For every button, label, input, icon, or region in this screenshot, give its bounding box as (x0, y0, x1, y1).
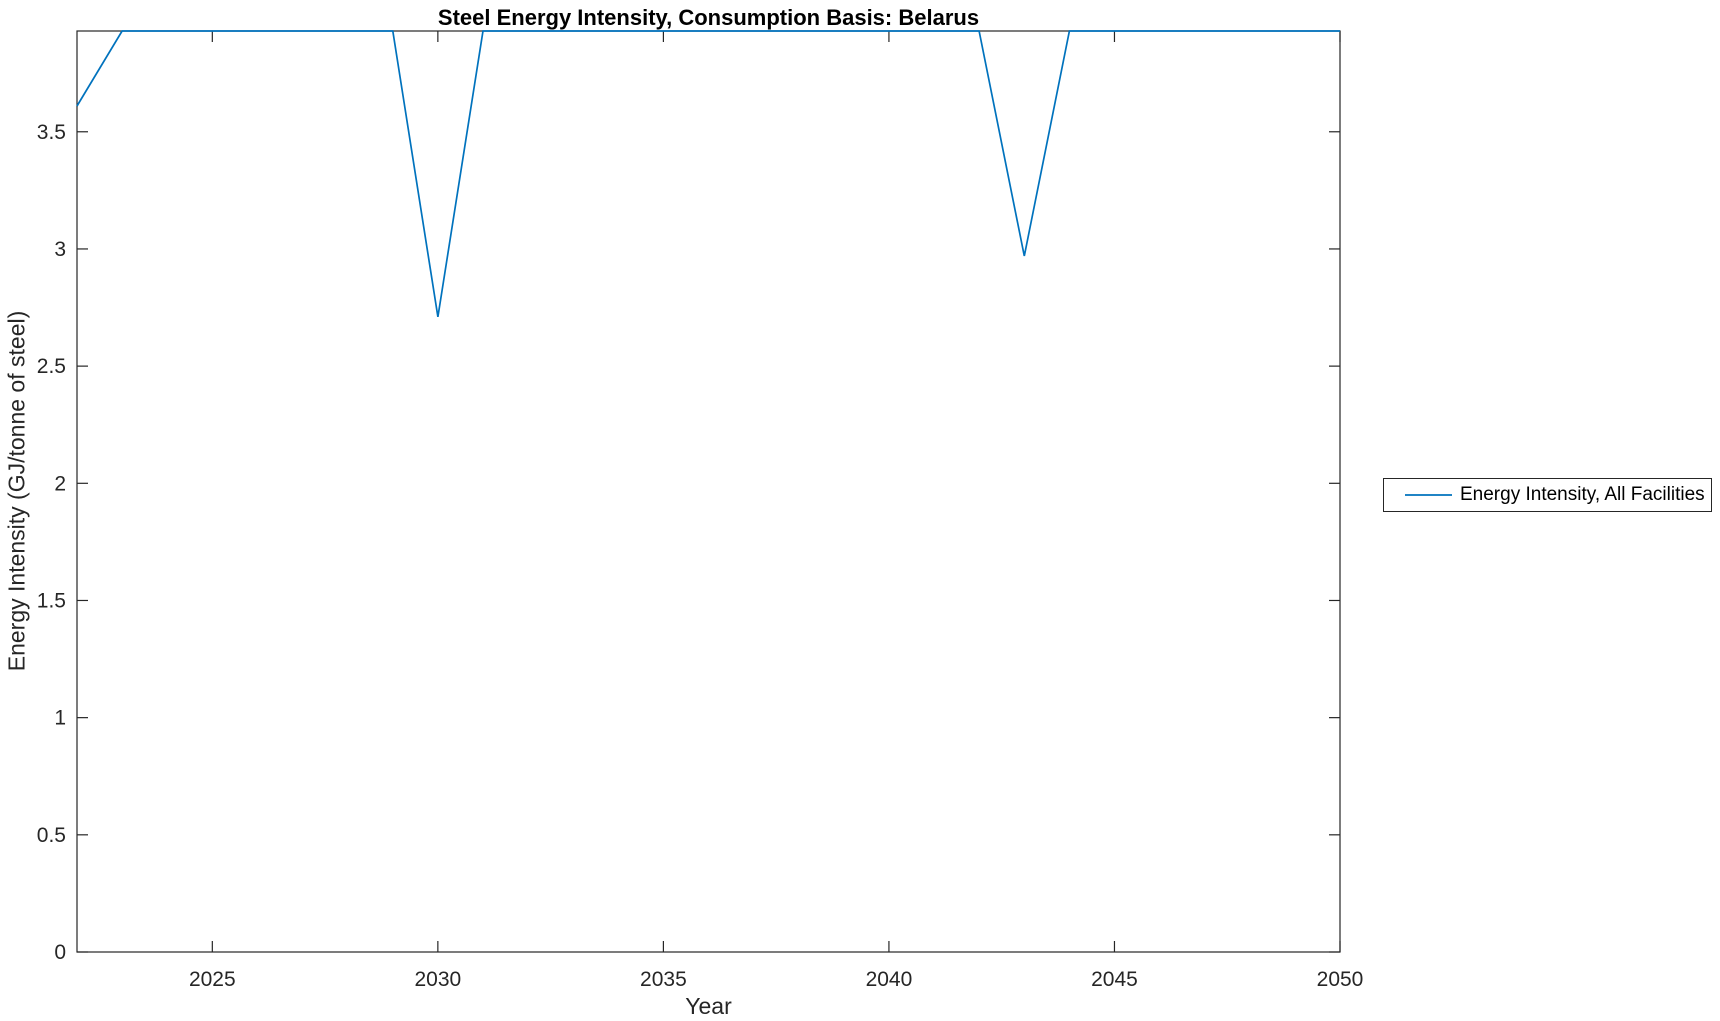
y-tick-label: 3.5 (37, 121, 66, 144)
y-tick-label: 2.5 (37, 355, 66, 378)
y-tick-label: 2 (54, 472, 66, 495)
y-tick-label: 3 (54, 238, 66, 261)
chart-title: Steel Energy Intensity, Consumption Basi… (437, 5, 980, 30)
x-tick-label: 2025 (189, 968, 236, 991)
y-tick-label: 0 (54, 941, 66, 964)
axes-box (76, 30, 1341, 953)
y-axis-label: Energy Intensity (GJ/tonne of steel) (3, 310, 30, 672)
energy-intensity-line (76, 30, 1340, 318)
x-axis-label: Year (685, 993, 732, 1019)
y-tick-label: 1.5 (37, 589, 66, 612)
x-tick-label: 2045 (1091, 968, 1138, 991)
y-tick-label: 0.5 (37, 824, 66, 847)
x-tick-label: 2040 (866, 968, 913, 991)
x-tick-label: 2030 (414, 968, 461, 991)
y-tick-label: 1 (54, 707, 66, 730)
x-tick-label: 2050 (1317, 968, 1364, 991)
x-tick-label: 2035 (640, 968, 687, 991)
legend-entry-label: Energy Intensity, All Facilities (1460, 484, 1705, 505)
legend: Energy Intensity, All Facilities (1383, 478, 1712, 512)
legend-line-sample (1405, 494, 1452, 496)
